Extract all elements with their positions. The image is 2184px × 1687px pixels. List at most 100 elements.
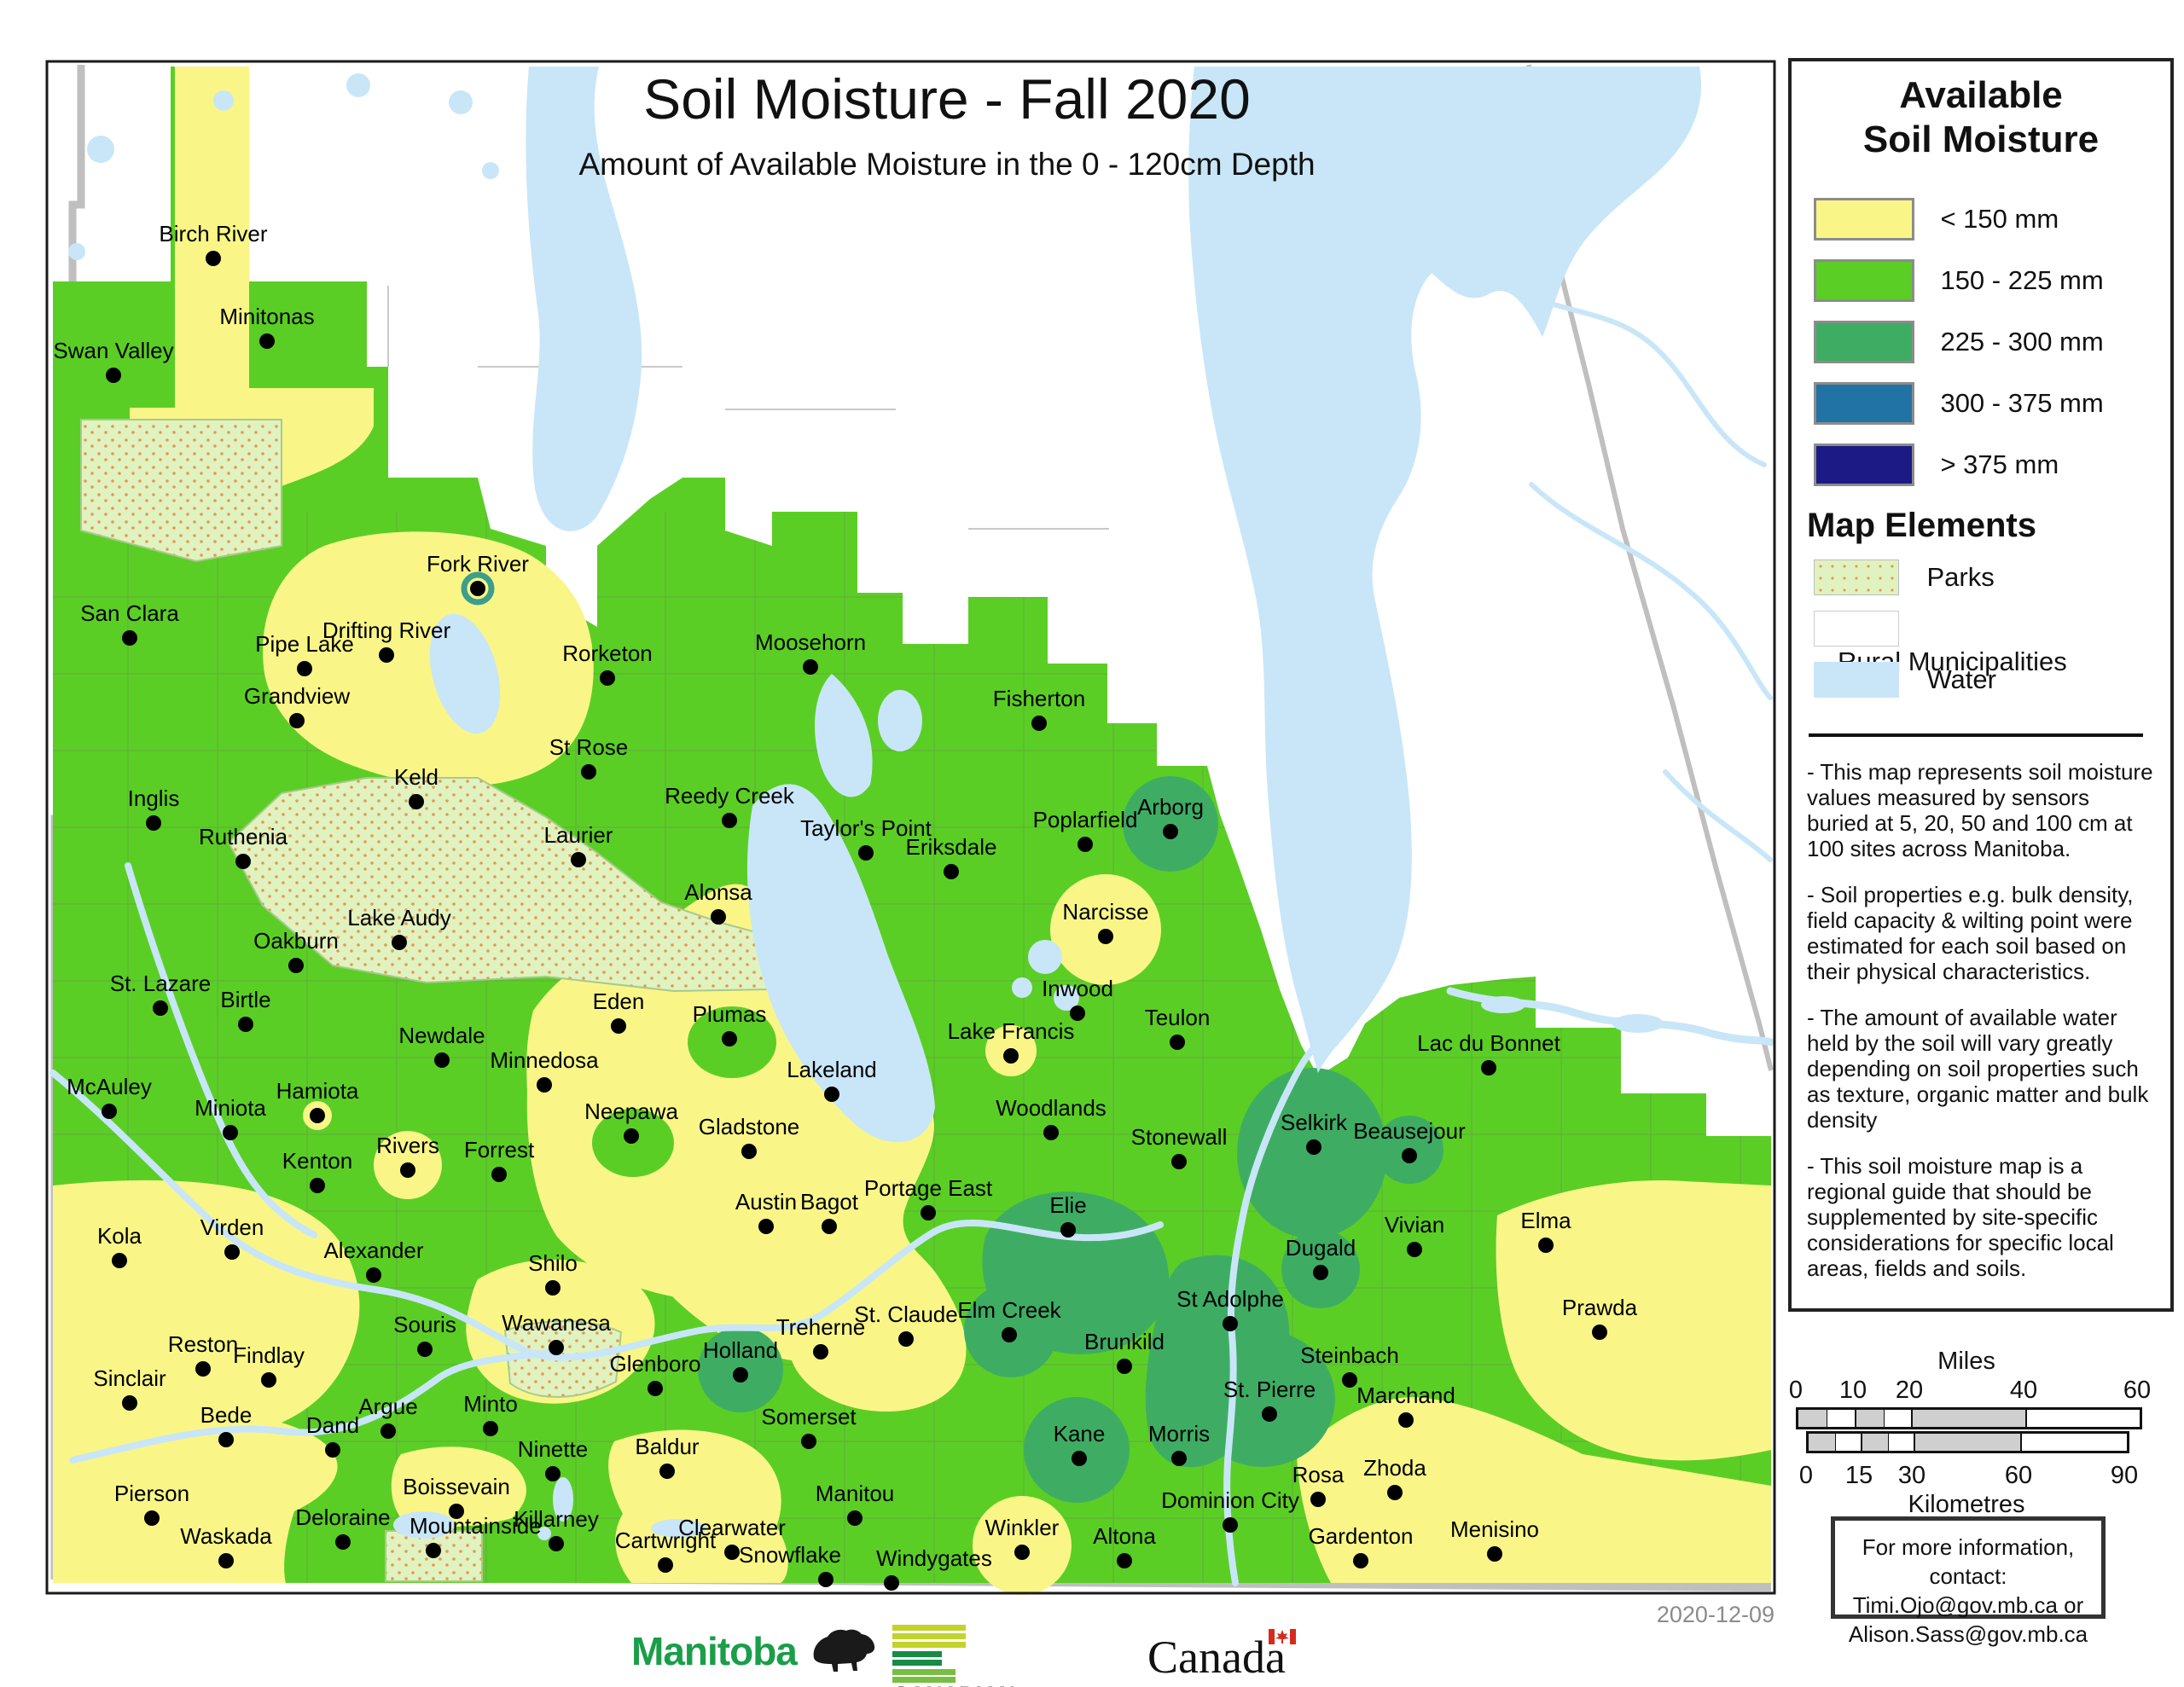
town-label: Argue <box>358 1394 417 1419</box>
town-label: St. Claude <box>854 1301 957 1327</box>
town-label: Inglis <box>128 786 180 811</box>
town-dot <box>1031 716 1047 731</box>
town-dot <box>1407 1242 1422 1257</box>
town-label: Prawda <box>1562 1295 1638 1320</box>
miles-tick: 10 <box>1838 1377 1867 1404</box>
town-dot <box>379 647 394 663</box>
contact-line2: Timi.Ojo@gov.mb.ca or <box>1852 1592 2084 1618</box>
swatch-lt150 <box>1814 198 1914 241</box>
town-label: Baldur <box>635 1434 699 1459</box>
town-label: Minitonas <box>219 304 314 329</box>
town-dot <box>801 1434 816 1449</box>
town-label: Oakburn <box>253 928 339 954</box>
town-label: Glenboro <box>610 1351 701 1377</box>
town-label: Drifting River <box>322 617 451 643</box>
town-dot <box>818 1572 834 1587</box>
swatch-label: 225 - 300 mm <box>1940 327 2104 357</box>
town-dot <box>1398 1412 1414 1428</box>
town-dot <box>218 1432 234 1447</box>
town-label: Minnedosa <box>490 1047 599 1073</box>
town-label: Waskada <box>180 1523 272 1549</box>
town-dot <box>1072 1451 1087 1466</box>
town-label: Snowflake <box>739 1542 841 1568</box>
town-label: Birtle <box>220 987 270 1012</box>
km-tick: 15 <box>1844 1462 1873 1489</box>
town-label: Newdale <box>398 1023 485 1048</box>
town-dot <box>288 958 304 973</box>
town-dot <box>803 659 818 675</box>
town-label: Windygates <box>876 1545 992 1571</box>
town-dot <box>1163 824 1178 839</box>
town-label: Portage East <box>864 1175 993 1201</box>
town-label: Lac du Bonnet <box>1417 1030 1560 1056</box>
town-label: Minto <box>463 1391 518 1417</box>
town-dot <box>409 794 424 809</box>
parks-areas <box>80 419 773 1582</box>
souris-river <box>69 1348 558 1464</box>
lake-winnipeg <box>1188 67 1702 1073</box>
legend-separator <box>1809 733 2143 737</box>
town-label: Kane <box>1054 1421 1106 1446</box>
contact-box: For more information, contact: Timi.Ojo@… <box>1831 1516 2106 1647</box>
town-label: Bagot <box>800 1189 859 1215</box>
swatch-300-375 <box>1814 382 1914 425</box>
town-dot <box>1310 1492 1326 1507</box>
town-label: Elm Creek <box>957 1297 1061 1323</box>
town-dot <box>1003 1048 1019 1064</box>
town-dot <box>261 1372 276 1388</box>
town-dot <box>1223 1316 1238 1331</box>
town-label: Morris <box>1148 1421 1210 1446</box>
town-label: Lake Francis <box>948 1018 1075 1044</box>
town-label: Narcisse <box>1062 899 1148 925</box>
town-dot <box>224 1244 240 1260</box>
miles-tick: 0 <box>1788 1377 1804 1404</box>
town-dot <box>235 854 251 869</box>
town-label: Winkler <box>985 1515 1060 1540</box>
town-label: Virden <box>200 1215 264 1240</box>
town-dot <box>144 1510 160 1526</box>
town-label: Rorketon <box>562 641 653 666</box>
town-dot <box>549 1536 564 1551</box>
town-dot <box>325 1442 340 1458</box>
legend-title-line2: Soil Moisture <box>1862 119 2100 160</box>
cap-bars-icon <box>892 1625 966 1683</box>
town-dot <box>238 1017 253 1032</box>
manitoba-logo-text: Manitoba <box>631 1629 798 1673</box>
town-label: Deloraine <box>295 1504 390 1530</box>
town-dot <box>1117 1359 1132 1374</box>
town-label: Moosehorn <box>755 629 866 655</box>
town-label: Pierson <box>114 1481 189 1506</box>
town-label: Sinclair <box>93 1365 166 1391</box>
town-dot <box>1481 1060 1496 1075</box>
legend-class-row: < 150 mm <box>1814 198 2155 247</box>
town-label: Dominion City <box>1161 1487 1299 1513</box>
town-label: Manitou <box>816 1481 895 1506</box>
town-label: Reedy Creek <box>665 783 795 809</box>
town-dot <box>259 333 275 349</box>
town-label: Dand <box>306 1412 359 1438</box>
map-subtitle: Amount of Available Moisture in the 0 - … <box>578 147 1316 182</box>
town-dot <box>483 1421 498 1436</box>
rural-municipalities-swatch <box>1814 611 1899 646</box>
town-label: Vivian <box>1385 1212 1444 1238</box>
town-dot <box>491 1167 507 1182</box>
swatch-gt375 <box>1814 443 1914 486</box>
town-dot <box>1077 837 1093 852</box>
canada-flag-icon <box>1268 1629 1296 1644</box>
town-dot <box>733 1367 748 1383</box>
lake-manitoba-north <box>815 674 873 797</box>
town-dot <box>195 1361 211 1377</box>
swatch-label: < 150 mm <box>1940 204 2059 234</box>
town-label: Woodlands <box>996 1095 1107 1121</box>
town-label: Steinbach <box>1300 1342 1399 1368</box>
town-label: Neepawa <box>584 1099 678 1124</box>
legend-panel: Available Soil Moisture < 150 mm 150 - 2… <box>1788 58 2174 1312</box>
town-dot <box>1353 1553 1368 1568</box>
town-label: Teulon <box>1145 1005 1211 1030</box>
town-dot <box>1262 1406 1277 1422</box>
legend-class-row: > 375 mm <box>1814 443 2155 493</box>
moisture-region-225-300 <box>698 776 1443 1503</box>
assiniboine-river <box>49 1070 1164 1361</box>
miles-label: Miles <box>1937 1348 1995 1375</box>
